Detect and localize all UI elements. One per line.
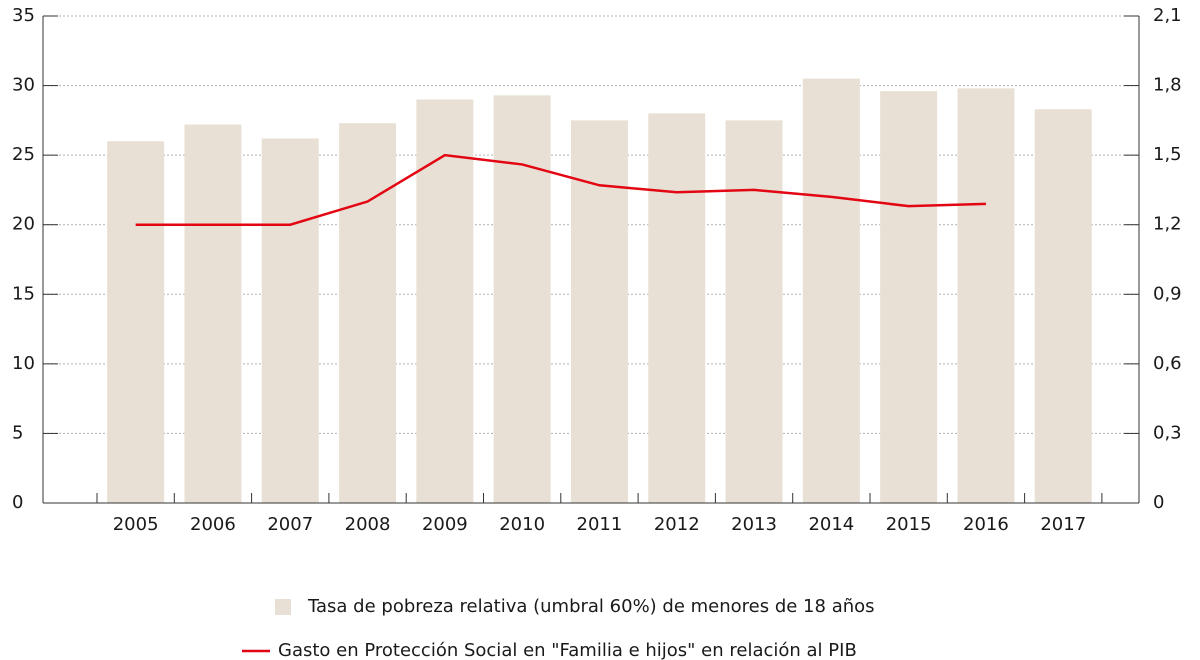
x-tick-label: 2014 (808, 514, 854, 535)
legend-swatch (275, 599, 291, 615)
y-tick-label: 35 (12, 5, 35, 26)
bar (648, 113, 706, 504)
bar (725, 120, 783, 503)
x-tick-label: 2011 (577, 514, 623, 535)
line (135, 153, 986, 226)
x-tick-label: 2017 (1040, 514, 1086, 535)
x-tick-label: 2010 (499, 514, 545, 535)
y2-tick-label: 0 (1153, 492, 1164, 513)
bar (493, 95, 551, 503)
bar (184, 124, 242, 503)
legend-label: Gasto en Protección Social en "Familia e… (278, 640, 857, 660)
bar (107, 141, 165, 503)
x-tick-label: 2005 (113, 514, 159, 535)
legend-label: Tasa de pobreza relativa (umbral 60%) de… (307, 596, 875, 617)
y2-tick-label: 1,5 (1153, 144, 1182, 165)
x-tick-label: 2007 (267, 514, 313, 535)
bar (339, 123, 397, 503)
bar (957, 88, 1015, 504)
y2-tick-label: 0,9 (1153, 283, 1182, 304)
bar (880, 91, 938, 503)
x-tick-label: 2016 (963, 514, 1009, 535)
bar (1034, 109, 1092, 504)
x-tick-label: 2013 (731, 514, 777, 535)
y2-tick-label: 0,6 (1153, 353, 1182, 374)
y2-tick-label: 0,3 (1153, 422, 1182, 443)
y-tick-label: 15 (12, 283, 35, 304)
y-tick-label: 0 (12, 492, 23, 513)
x-tick-label: 2006 (190, 514, 236, 535)
y-tick-label: 5 (12, 422, 23, 443)
x-tick-label: 2008 (345, 514, 391, 535)
bar (261, 138, 319, 503)
x-tick-label: 2015 (886, 514, 932, 535)
x-tick-label: 2009 (422, 514, 468, 535)
y-tick-label: 10 (12, 353, 35, 374)
y-tick-label: 25 (12, 144, 35, 165)
x-tick-label: 2012 (654, 514, 700, 535)
y2-tick-label: 2,1 (1153, 5, 1182, 26)
bar (570, 120, 628, 503)
y2-tick-label: 1,8 (1153, 75, 1182, 96)
y-tick-label: 20 (12, 214, 35, 235)
y2-tick-label: 1,2 (1153, 214, 1182, 235)
bar (802, 78, 860, 503)
bar (416, 99, 474, 503)
y-tick-label: 30 (12, 75, 35, 96)
